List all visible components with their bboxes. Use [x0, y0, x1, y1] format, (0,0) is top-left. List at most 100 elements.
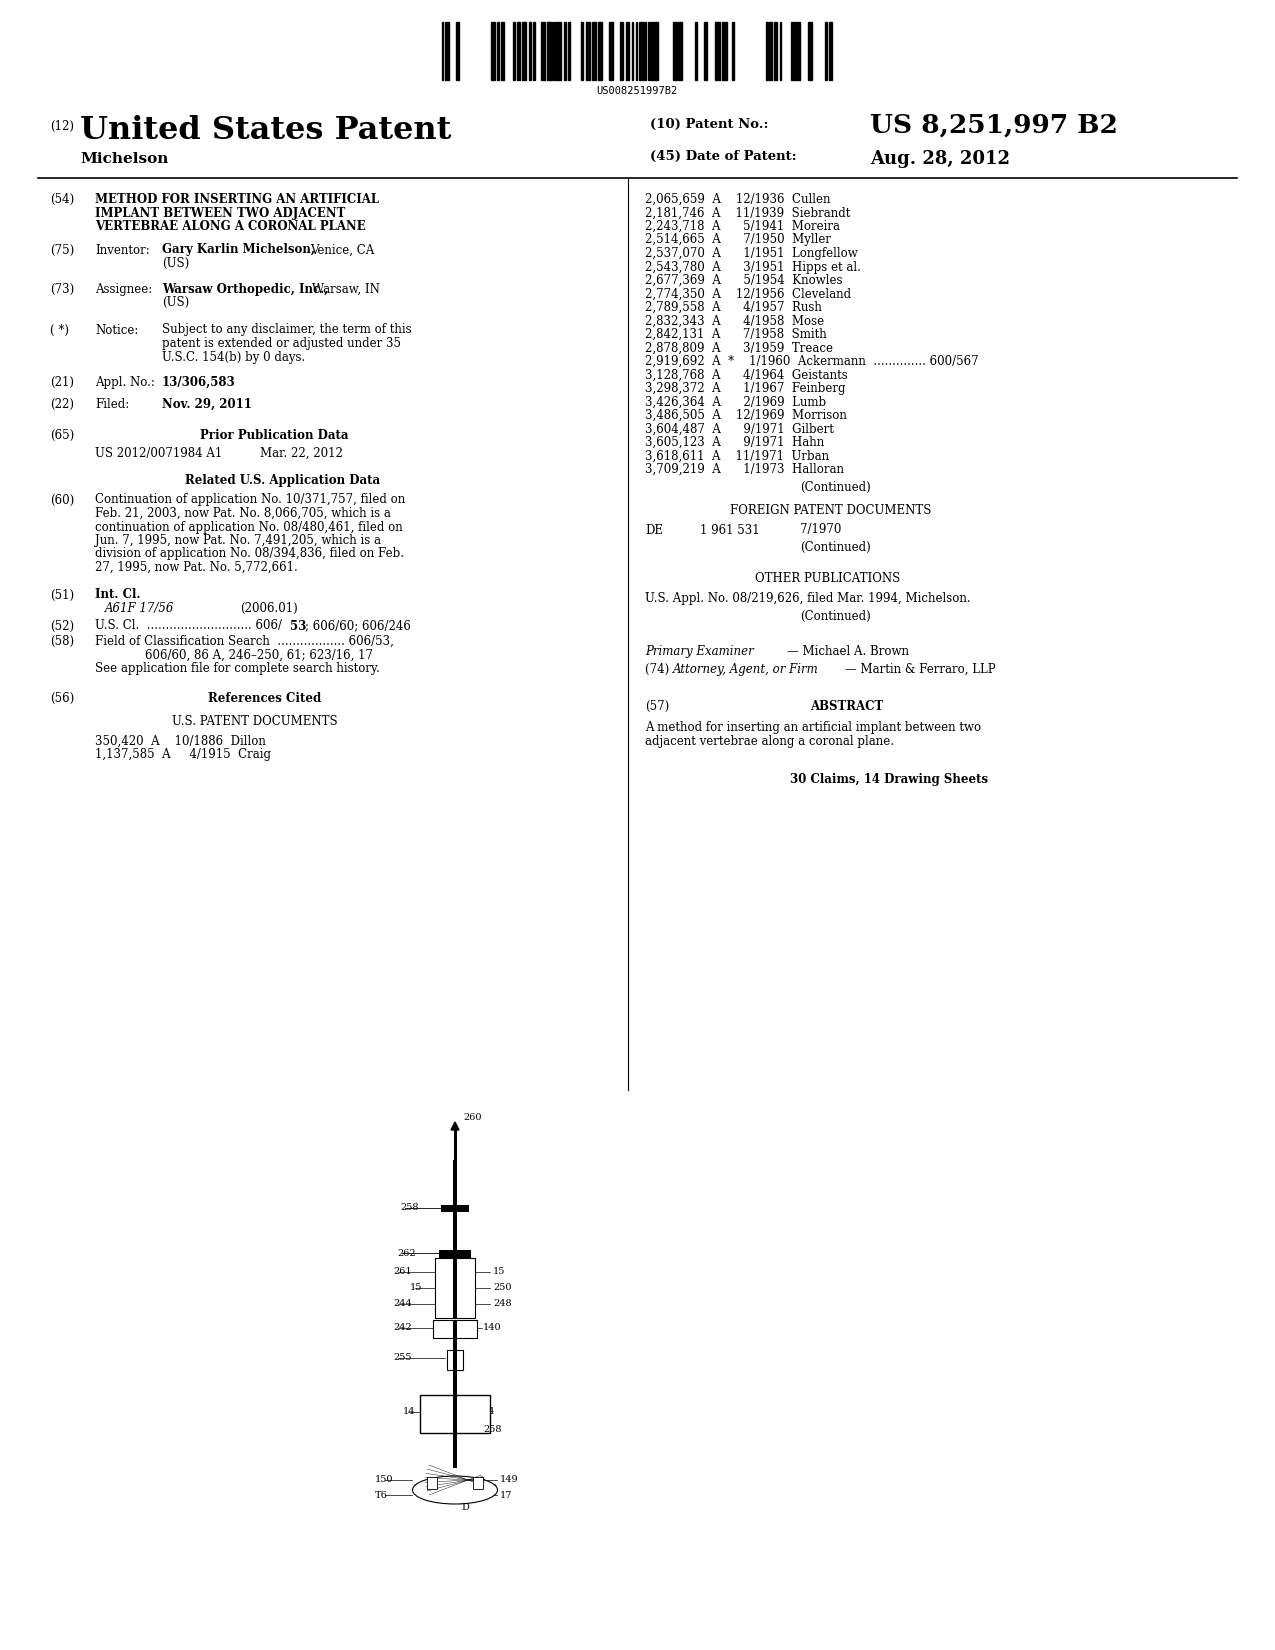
Text: US 2012/0071984 A1: US 2012/0071984 A1 [96, 447, 222, 459]
Text: U.S.C. 154(b) by 0 days.: U.S.C. 154(b) by 0 days. [162, 350, 305, 363]
Text: US008251997B2: US008251997B2 [597, 86, 677, 96]
Text: Michelson: Michelson [80, 152, 168, 167]
Bar [829, 21, 833, 79]
Text: Aug. 28, 2012: Aug. 28, 2012 [870, 150, 1010, 168]
Text: ( *): ( *) [50, 323, 69, 337]
Bar [556, 21, 561, 79]
Text: Gary Karlin Michelson,: Gary Karlin Michelson, [162, 244, 315, 256]
Text: (52): (52) [50, 619, 74, 632]
Text: (56): (56) [50, 691, 74, 705]
Text: (60): (60) [50, 493, 74, 507]
Text: 2,677,369  A      5/1954  Knowles: 2,677,369 A 5/1954 Knowles [645, 274, 843, 287]
Text: 606/60, 86 A, 246–250, 61; 623/16, 17: 606/60, 86 A, 246–250, 61; 623/16, 17 [145, 648, 374, 662]
Bar [769, 21, 773, 79]
Bar [620, 21, 623, 79]
Text: 1,137,585  A     4/1915  Craig: 1,137,585 A 4/1915 Craig [96, 747, 272, 761]
Text: (51): (51) [50, 589, 74, 602]
Text: 53: 53 [289, 619, 306, 632]
Text: Int. Cl.: Int. Cl. [96, 589, 140, 602]
Text: 2,543,780  A      3/1951  Hipps et al.: 2,543,780 A 3/1951 Hipps et al. [645, 261, 861, 274]
Bar [644, 21, 646, 79]
Text: patent is extended or adjusted under 35: patent is extended or adjusted under 35 [162, 337, 402, 350]
Text: 2,065,659  A    12/1936  Cullen: 2,065,659 A 12/1936 Cullen [645, 193, 830, 206]
Text: (12): (12) [50, 120, 74, 134]
Bar [547, 21, 552, 79]
Polygon shape [414, 1485, 495, 1503]
Text: ; 606/60; 606/246: ; 606/60; 606/246 [305, 619, 411, 632]
Bar [441, 1204, 469, 1213]
Text: ABSTRACT: ABSTRACT [810, 700, 884, 713]
Text: 242: 242 [393, 1323, 412, 1333]
Text: (Continued): (Continued) [799, 609, 871, 622]
Text: US 8,251,997 B2: US 8,251,997 B2 [870, 112, 1118, 139]
Text: Warsaw, IN: Warsaw, IN [312, 282, 380, 295]
Text: (54): (54) [50, 193, 74, 206]
Text: 258: 258 [483, 1426, 501, 1434]
Text: 140: 140 [483, 1323, 501, 1333]
Text: (22): (22) [50, 398, 74, 411]
Text: (65): (65) [50, 429, 74, 442]
Bar [453, 1338, 456, 1398]
Text: (10) Patent No.:: (10) Patent No.: [650, 119, 769, 130]
Text: See application file for complete search history.: See application file for complete search… [96, 662, 380, 675]
Text: (57): (57) [645, 700, 669, 713]
Bar [453, 1160, 456, 1219]
Text: — Martin & Ferraro, LLP: — Martin & Ferraro, LLP [845, 663, 996, 675]
Text: 3,298,372  A      1/1967  Feinberg: 3,298,372 A 1/1967 Feinberg [645, 383, 845, 394]
Bar [501, 21, 504, 79]
Bar [586, 21, 590, 79]
Text: D: D [462, 1503, 469, 1513]
Text: Feb. 21, 2003, now Pat. No. 8,066,705, which is a: Feb. 21, 2003, now Pat. No. 8,066,705, w… [96, 507, 391, 520]
Text: 261: 261 [393, 1267, 412, 1277]
Text: Attorney, Agent, or Firm: Attorney, Agent, or Firm [673, 663, 819, 675]
Bar [715, 21, 719, 79]
Text: FOREIGN PATENT DOCUMENTS: FOREIGN PATENT DOCUMENTS [731, 503, 931, 516]
Text: 15: 15 [493, 1267, 505, 1277]
Bar [673, 21, 677, 79]
Bar [453, 1350, 456, 1369]
Text: Primary Examiner: Primary Examiner [645, 645, 754, 658]
Bar [453, 1257, 456, 1318]
Text: 3,486,505  A    12/1969  Morrison: 3,486,505 A 12/1969 Morrison [645, 409, 847, 422]
Text: 2,842,131  A      7/1958  Smith: 2,842,131 A 7/1958 Smith [645, 328, 826, 342]
Text: 2,832,343  A      4/1958  Mose: 2,832,343 A 4/1958 Mose [645, 315, 824, 327]
Text: 30 Claims, 14 Drawing Sheets: 30 Claims, 14 Drawing Sheets [790, 772, 988, 785]
Bar [453, 1394, 456, 1432]
Bar [655, 21, 658, 79]
Text: 7/1970: 7/1970 [799, 523, 842, 536]
Bar [780, 21, 782, 79]
Bar [455, 21, 459, 79]
Bar [592, 21, 595, 79]
Bar [564, 21, 566, 79]
Text: 2,537,070  A      1/1951  Longfellow: 2,537,070 A 1/1951 Longfellow [645, 248, 858, 261]
Bar [516, 21, 520, 79]
Text: division of application No. 08/394,836, filed on Feb.: division of application No. 08/394,836, … [96, 548, 404, 561]
Text: A method for inserting an artificial implant between two: A method for inserting an artificial imp… [645, 721, 982, 734]
Text: IMPLANT BETWEEN TWO ADJACENT: IMPLANT BETWEEN TWO ADJACENT [96, 206, 346, 219]
Text: 3,709,219  A      1/1973  Halloran: 3,709,219 A 1/1973 Halloran [645, 464, 844, 475]
Text: 248: 248 [493, 1300, 511, 1308]
Text: T6: T6 [375, 1490, 388, 1500]
Bar [567, 21, 570, 79]
Text: Nov. 29, 2011: Nov. 29, 2011 [162, 398, 252, 411]
Text: 150: 150 [375, 1475, 394, 1485]
Text: (73): (73) [50, 282, 74, 295]
Bar [790, 21, 794, 79]
Text: 3,426,364  A      2/1969  Lumb: 3,426,364 A 2/1969 Lumb [645, 396, 826, 409]
Bar [825, 21, 827, 79]
Text: VERTEBRAE ALONG A CORONAL PLANE: VERTEBRAE ALONG A CORONAL PLANE [96, 219, 366, 233]
Bar [626, 21, 630, 79]
Text: 13/306,583: 13/306,583 [162, 376, 236, 389]
Text: 14: 14 [483, 1407, 496, 1416]
Text: 258: 258 [400, 1203, 418, 1213]
Text: Field of Classification Search  .................. 606/53,: Field of Classification Search .........… [96, 635, 394, 648]
Bar [497, 21, 499, 79]
Text: 3,128,768  A      4/1964  Geistants: 3,128,768 A 4/1964 Geistants [645, 368, 848, 381]
Text: 2,878,809  A      3/1959  Treace: 2,878,809 A 3/1959 Treace [645, 342, 833, 355]
Text: OTHER PUBLICATIONS: OTHER PUBLICATIONS [755, 573, 900, 586]
Bar [521, 21, 525, 79]
Bar [529, 21, 530, 79]
Bar [453, 1320, 456, 1338]
Text: Appl. No.:: Appl. No.: [96, 376, 154, 389]
Text: 250: 250 [493, 1284, 511, 1292]
